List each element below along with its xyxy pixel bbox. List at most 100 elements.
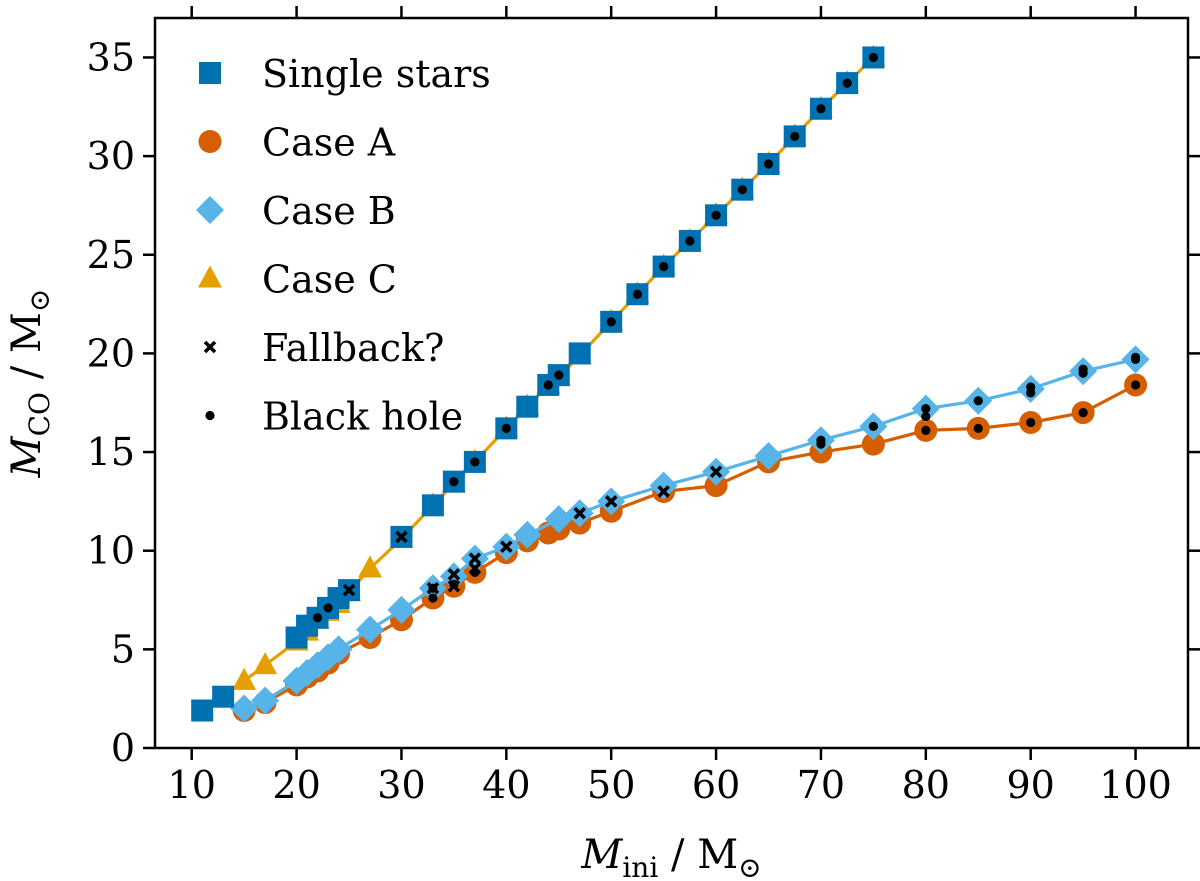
legend-item-case-b: Case B	[196, 189, 396, 233]
legend-item-case-c: Case C	[198, 258, 397, 302]
y-tick-label: 15	[87, 430, 135, 474]
point-black-hole	[543, 380, 553, 390]
point-black-hole	[312, 613, 323, 623]
legend-label-case-c: Case C	[262, 258, 397, 302]
point-fallback	[468, 552, 482, 565]
point-black-hole	[1130, 380, 1141, 390]
point-black-hole	[868, 421, 878, 432]
y-axis-label: MCO / M⊙	[4, 289, 56, 479]
point-fallback	[395, 530, 408, 544]
point-black-hole	[606, 317, 616, 327]
x-tick-label: 10	[168, 763, 216, 807]
legend-item-case-a: Case A	[198, 121, 396, 165]
legend-marker-fallback	[203, 340, 217, 354]
legend-marker-single-stars	[199, 62, 221, 84]
x-tick-label: 90	[1007, 763, 1055, 807]
series-black-hole	[312, 52, 1141, 623]
x-tick-label: 40	[482, 763, 530, 807]
point-case-b	[251, 686, 280, 715]
x-tick-label: 100	[1099, 763, 1172, 807]
point-black-hole	[1026, 382, 1036, 392]
y-tick-label: 10	[87, 529, 135, 573]
point-fallback	[709, 465, 723, 479]
point-black-hole	[1130, 352, 1141, 362]
x-tick-label: 20	[272, 763, 320, 807]
point-black-hole	[921, 411, 931, 422]
legend-label-black-hole: Black hole	[262, 395, 463, 439]
point-black-hole	[737, 185, 747, 195]
x-tick-label: 80	[902, 763, 950, 807]
y-tick-label: 30	[87, 134, 135, 178]
point-case-b	[513, 520, 542, 549]
point-black-hole	[1026, 417, 1036, 428]
point-case-c	[253, 652, 278, 675]
legend: Single stars Case A Case B Case C Fallback? B…	[196, 52, 491, 439]
point-black-hole	[659, 261, 669, 272]
point-fallback	[604, 495, 618, 508]
point-case-c	[357, 555, 382, 578]
point-fallback	[573, 506, 587, 520]
x-tick-label: 70	[797, 763, 845, 807]
point-fallback	[657, 485, 670, 498]
point-black-hole	[449, 579, 459, 589]
point-case-b	[324, 635, 353, 664]
legend-marker-case-a	[198, 130, 222, 153]
x-tick-label: 50	[587, 763, 635, 807]
point-case-a	[861, 432, 885, 456]
legend-marker-case-c	[198, 265, 222, 288]
point-single-stars	[421, 494, 444, 517]
point-case-b	[387, 595, 416, 624]
legend-item-fallback: Fallback?	[203, 326, 444, 370]
legend-item-single-stars: Single stars	[199, 52, 491, 96]
point-black-hole	[711, 210, 721, 220]
point-black-hole	[816, 104, 826, 114]
legend-label-fallback: Fallback?	[262, 326, 444, 370]
point-fallback	[342, 583, 356, 597]
plot-frame	[153, 16, 1190, 750]
y-tick-label: 20	[87, 331, 135, 375]
point-black-hole	[632, 289, 643, 299]
point-black-hole	[816, 439, 826, 449]
x-axis-label: Mini / M⊙	[580, 832, 761, 881]
point-case-b	[230, 694, 259, 723]
point-black-hole	[1078, 364, 1088, 374]
legend-item-black-hole: Black hole	[205, 395, 463, 439]
point-case-b	[544, 505, 573, 534]
point-single-stars	[191, 699, 214, 722]
plot-area	[191, 44, 1150, 723]
point-black-hole	[449, 477, 459, 487]
point-black-hole	[428, 583, 438, 593]
point-black-hole	[554, 370, 564, 380]
point-fallback	[447, 568, 461, 581]
point-black-hole	[428, 593, 438, 603]
point-black-hole	[763, 159, 774, 169]
point-single-stars	[568, 342, 591, 365]
point-black-hole	[921, 425, 931, 435]
point-black-hole	[470, 457, 480, 467]
y-tick-label: 35	[87, 35, 135, 79]
legend-label-case-b: Case B	[262, 189, 396, 233]
point-black-hole	[868, 52, 878, 63]
legend-label-single-stars: Single stars	[262, 52, 491, 96]
point-case-b	[754, 442, 783, 470]
point-black-hole	[973, 423, 983, 433]
y-tick-label: 0	[111, 726, 135, 770]
point-single-stars	[516, 395, 539, 418]
legend-marker-case-b	[196, 196, 224, 224]
point-black-hole	[501, 423, 511, 433]
point-black-hole	[921, 404, 931, 414]
point-case-c	[232, 667, 257, 690]
point-fallback	[500, 540, 513, 554]
point-black-hole	[470, 567, 480, 578]
point-black-hole	[790, 131, 800, 141]
point-case-b	[355, 615, 384, 644]
axes: 10 20 30 40 50 60 70 80 90 100 0 5 10 15 20 25 30 35 Mini …	[4, 6, 1200, 881]
legend-marker-black-hole	[205, 410, 215, 421]
x-tick-label: 30	[377, 763, 425, 807]
point-single-stars	[212, 685, 235, 708]
x-tick-label: 60	[692, 763, 740, 807]
point-black-hole	[842, 78, 852, 88]
y-tick-label: 5	[111, 627, 135, 671]
point-black-hole	[973, 396, 983, 406]
